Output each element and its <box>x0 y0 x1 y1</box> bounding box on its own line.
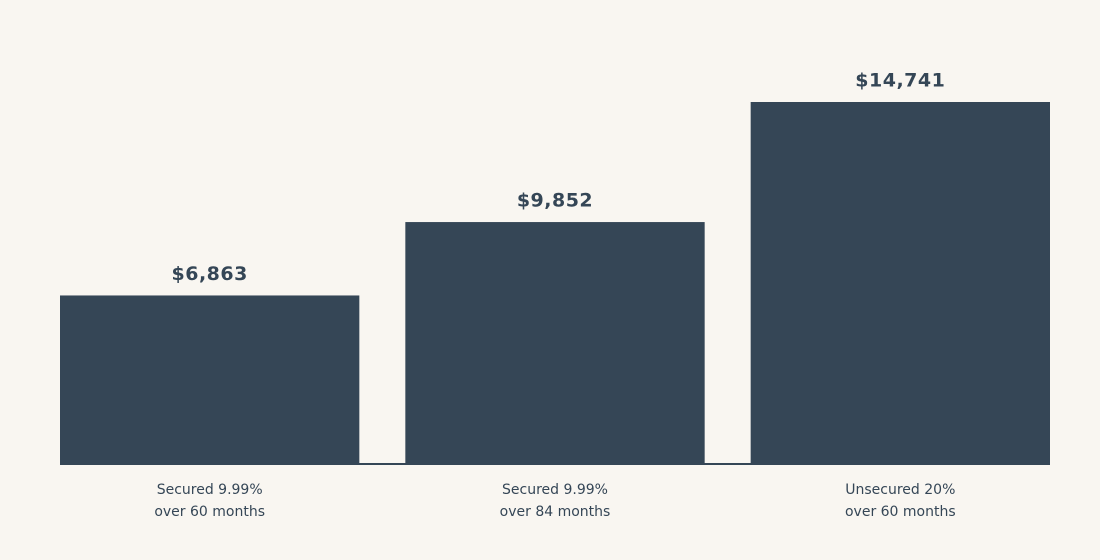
category-label: over 84 months <box>500 504 611 520</box>
value-label: $14,741 <box>855 70 945 92</box>
category-label: Secured 9.99% <box>502 482 608 498</box>
category-label: over 60 months <box>845 504 956 520</box>
category-label: Secured 9.99% <box>157 482 263 498</box>
bar <box>405 222 705 464</box>
value-label: $9,852 <box>517 190 593 212</box>
bar <box>60 295 360 464</box>
value-label: $6,863 <box>172 263 248 285</box>
category-label: over 60 months <box>154 504 265 520</box>
bar <box>750 102 1050 464</box>
category-label: Unsecured 20% <box>845 482 955 498</box>
